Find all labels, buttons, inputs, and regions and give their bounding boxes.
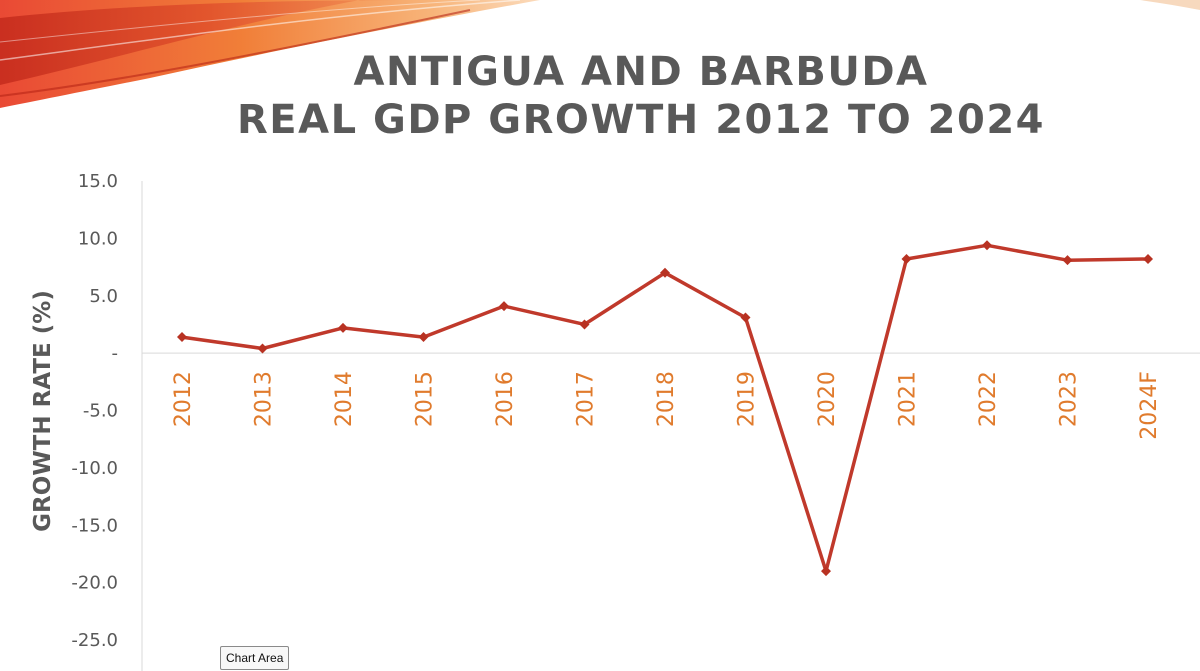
series-markers	[177, 240, 1153, 577]
data-point-marker[interactable]	[499, 301, 509, 312]
x-tick-label: 2013	[252, 371, 277, 427]
y-tick-label: 10.0	[78, 228, 118, 249]
x-tick-label: 2012	[171, 371, 196, 427]
y-tick-label: 5.0	[89, 286, 118, 307]
y-tick-label: 15.0	[78, 171, 118, 192]
y-tick-label: -5.0	[83, 401, 118, 422]
x-tick-label: 2022	[976, 371, 1001, 427]
data-point-marker[interactable]	[579, 319, 590, 330]
x-tick-label: 2019	[735, 371, 760, 427]
title-line-1: ANTIGUA AND BARBUDA	[353, 49, 929, 95]
data-point-marker[interactable]	[660, 267, 670, 278]
title-line-2: REAL GDP GROWTH 2012 TO 2024	[236, 97, 1045, 143]
y-axis-title: GROWTH RATE (%)	[30, 290, 56, 532]
y-tick-label: -	[112, 343, 119, 364]
x-tick-label: 2014	[332, 371, 357, 427]
data-point-marker[interactable]	[418, 332, 429, 343]
y-tick-label: -15.0	[71, 515, 118, 536]
x-tick-label: 2021	[896, 371, 921, 427]
x-tick-label: 2023	[1057, 371, 1082, 427]
data-point-marker[interactable]	[177, 332, 187, 343]
data-point-marker[interactable]	[740, 312, 751, 323]
x-tick-label: 2016	[493, 371, 518, 427]
data-point-marker[interactable]	[257, 343, 268, 354]
x-tick-label: 2015	[413, 371, 438, 427]
y-tick-label: -20.0	[71, 573, 118, 594]
y-tick-label: -10.0	[71, 458, 118, 479]
y-tick-label: -25.0	[71, 630, 118, 651]
x-tick-label: 2020	[815, 371, 840, 427]
x-tick-label: 2024F	[1137, 371, 1162, 440]
y-axis-tick-labels: 15.0 10.0 5.0 - -5.0 -10.0 -15.0 -20.0 -25.0	[71, 171, 118, 651]
x-axis-tick-labels: 2012 2013 2014 2015 2016 2017 2018 2019 2020 2021…	[171, 371, 1162, 440]
data-point-marker[interactable]	[821, 566, 831, 577]
data-point-marker[interactable]	[338, 322, 348, 333]
data-point-marker[interactable]	[982, 240, 992, 251]
x-tick-label: 2018	[654, 371, 679, 427]
x-tick-label: 2017	[574, 371, 599, 427]
chart-area-tooltip: Chart Area	[220, 646, 290, 670]
data-point-marker[interactable]	[901, 254, 912, 265]
chart-title: ANTIGUA AND BARBUDA REAL GDP GROWTH 2012…	[0, 48, 1200, 144]
data-point-marker[interactable]	[1143, 254, 1153, 265]
data-point-marker[interactable]	[1062, 255, 1073, 266]
